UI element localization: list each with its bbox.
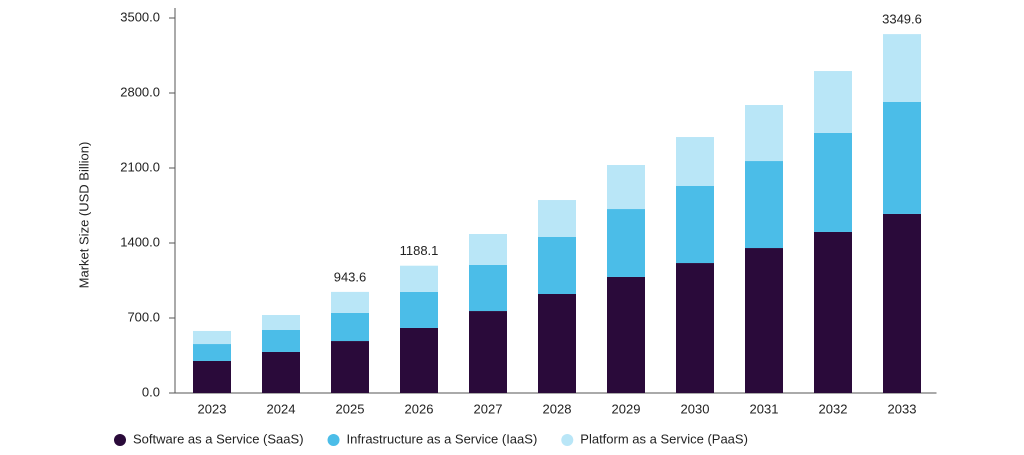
- bar-segment: [883, 102, 921, 214]
- bar-segment: [193, 344, 231, 361]
- bar-segment: [262, 315, 300, 330]
- y-tick-label: 0.0: [142, 384, 160, 399]
- x-tick-label: 2026: [405, 401, 434, 416]
- bar-segment: [469, 234, 507, 265]
- bar-segment: [814, 231, 852, 393]
- x-tick-label: 2024: [267, 401, 296, 416]
- x-tick-label: 2031: [750, 401, 779, 416]
- x-tick-label: 2029: [612, 401, 641, 416]
- bar-segment: [607, 276, 645, 393]
- total-label: 943.6: [334, 269, 367, 284]
- y-tick-label: 2100.0: [120, 159, 160, 174]
- legend-label: Software as a Service (SaaS): [133, 431, 304, 446]
- y-tick-label: 1400.0: [120, 234, 160, 249]
- bar-segment: [676, 137, 714, 186]
- bar-segment: [400, 265, 438, 292]
- x-tick-label: 2025: [336, 401, 365, 416]
- x-tick-label: 2028: [543, 401, 572, 416]
- y-tick-label: 3500.0: [120, 9, 160, 24]
- bar-segment: [331, 312, 369, 342]
- total-label: 3349.6: [882, 12, 922, 27]
- bar-segment: [538, 294, 576, 393]
- y-tick-label: 700.0: [127, 309, 160, 324]
- bar-segment: [262, 351, 300, 393]
- x-tick-label: 2032: [819, 401, 848, 416]
- x-tick-label: 2023: [198, 401, 227, 416]
- bar-segment: [607, 165, 645, 210]
- bar-segment: [262, 330, 300, 352]
- x-tick-label: 2033: [888, 401, 917, 416]
- bar-segment: [400, 327, 438, 393]
- y-axis-label: Market Size (USD Billion): [76, 142, 91, 289]
- bar-segment: [676, 186, 714, 264]
- legend-swatch: [561, 434, 574, 446]
- bar-segment: [676, 263, 714, 393]
- bar-segment: [745, 105, 783, 162]
- bar-segment: [469, 311, 507, 393]
- legend-swatch: [114, 434, 126, 446]
- bar-segment: [331, 341, 369, 393]
- total-label: 1188.1: [400, 243, 439, 258]
- bar-segment: [745, 248, 783, 393]
- legend-label: Infrastructure as a Service (IaaS): [347, 431, 538, 446]
- bar-segment: [814, 71, 852, 133]
- bar-segment: [745, 161, 783, 249]
- bar-segment: [883, 34, 921, 102]
- bar-segment: [883, 213, 921, 393]
- legend-swatch: [327, 434, 340, 446]
- bar-segment: [538, 237, 576, 294]
- y-tick-label: 2800.0: [120, 84, 160, 99]
- bar-segment: [538, 200, 576, 237]
- x-tick-label: 2027: [474, 401, 503, 416]
- bar-segment: [814, 132, 852, 232]
- x-tick-label: 2030: [681, 401, 710, 416]
- bar-segment: [607, 209, 645, 277]
- bar-segment: [331, 291, 369, 313]
- bar-segment: [193, 360, 231, 393]
- bar-segment: [469, 264, 507, 312]
- bar-segment: [193, 330, 231, 345]
- bar-segment: [400, 291, 438, 328]
- legend-label: Platform as a Service (PaaS): [580, 431, 748, 446]
